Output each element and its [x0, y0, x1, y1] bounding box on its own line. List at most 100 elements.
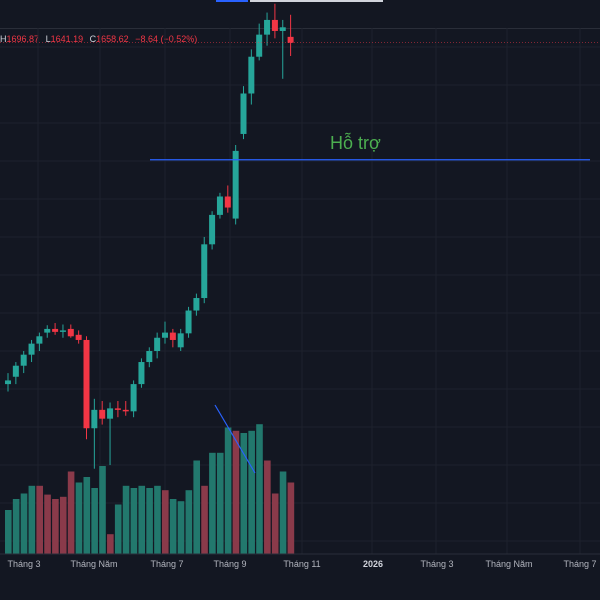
- volume-bar: [5, 510, 12, 554]
- volume-bars: [5, 424, 295, 554]
- ohlc-legend: H1696.87 L1641.19 C1658.62 −8.64 (−0.52%…: [0, 34, 201, 44]
- volume-bar: [271, 493, 279, 554]
- volume-bar: [122, 485, 130, 554]
- volume-bar: [44, 494, 51, 554]
- toolbar-tab-active[interactable]: [216, 0, 248, 2]
- candle-body: [107, 408, 114, 419]
- candle-body: [99, 409, 106, 419]
- candle-body: [287, 36, 294, 43]
- toolbar-search-field[interactable]: [250, 0, 383, 2]
- x-tick-label: Tháng 3: [420, 559, 453, 569]
- volume-bar: [287, 482, 295, 554]
- candle-body: [256, 34, 263, 57]
- candle-body: [130, 384, 137, 412]
- volume-bar: [232, 430, 240, 554]
- volume-bar: [279, 471, 287, 554]
- volume-bar: [224, 427, 232, 554]
- candle-body: [67, 328, 74, 337]
- volume-bar: [177, 501, 185, 554]
- candle-body: [201, 244, 208, 299]
- volume-bar: [107, 534, 114, 554]
- candle-body: [177, 333, 184, 348]
- candle-body: [169, 332, 176, 340]
- volume-bar: [209, 452, 216, 554]
- close-value: 1658.62: [96, 34, 129, 44]
- volume-bar: [240, 433, 248, 554]
- volume-bar: [59, 496, 67, 554]
- volume-bar: [130, 488, 138, 554]
- x-tick-label: Tháng 11: [283, 559, 320, 569]
- candle-body: [28, 343, 35, 355]
- candle-body: [5, 380, 11, 385]
- change-value: −8.64 (−0.52%): [135, 34, 198, 44]
- volume-trend-line: [214, 404, 256, 474]
- volume-bar: [162, 490, 169, 554]
- candle-body: [36, 336, 43, 344]
- close-label: C: [89, 34, 97, 44]
- candle-body: [209, 214, 216, 245]
- x-tick-label: Tháng 7: [563, 559, 596, 569]
- candle-body: [59, 330, 66, 332]
- volume-bar: [146, 488, 153, 554]
- volume-bar: [216, 452, 224, 554]
- grid-lines: [0, 28, 600, 554]
- x-tick-label: 2026: [363, 559, 383, 569]
- volume-bar: [169, 499, 177, 554]
- candle-body: [12, 365, 19, 377]
- high-label: H: [0, 34, 7, 44]
- candle-body: [52, 328, 59, 332]
- volume-bar: [36, 485, 43, 554]
- low-label: L: [45, 34, 51, 44]
- x-tick-label: Tháng 7: [150, 559, 183, 569]
- high-value: 1696.87: [6, 34, 40, 44]
- volume-bar: [201, 485, 208, 554]
- candle-body: [83, 339, 90, 429]
- candle-body: [114, 408, 121, 410]
- support-label: Hỗ trợ: [330, 132, 381, 153]
- volume-bar: [67, 471, 75, 554]
- x-tick-label: Tháng 3: [7, 559, 40, 569]
- volume-bar: [154, 485, 161, 554]
- volume-bar: [114, 504, 122, 554]
- x-tick-label: Tháng Năm: [70, 559, 117, 569]
- candle-body: [216, 196, 223, 215]
- top-toolbar: [0, 0, 600, 29]
- volume-bar: [264, 460, 271, 554]
- candlesticks: [5, 3, 294, 469]
- candle-body: [264, 19, 271, 35]
- volume-bar: [75, 482, 83, 554]
- candle-body: [224, 196, 231, 208]
- volume-bar: [83, 477, 91, 554]
- volume-bar: [91, 488, 98, 554]
- volume-bar: [20, 493, 28, 554]
- candle-body: [232, 150, 239, 219]
- volume-bar: [248, 430, 255, 554]
- low-value: 1641.19: [50, 34, 84, 44]
- candle-body: [193, 298, 200, 311]
- volume-bar: [185, 490, 193, 554]
- candle-body: [279, 27, 286, 31]
- volume-bar: [138, 485, 146, 554]
- volume-bar: [28, 485, 36, 554]
- candle-body: [122, 409, 129, 412]
- volume-bar: [99, 466, 106, 554]
- candle-body: [138, 362, 145, 385]
- candle-body: [240, 93, 247, 134]
- candle-body: [271, 19, 278, 31]
- candle-body: [185, 310, 192, 334]
- volume-bar: [12, 499, 20, 554]
- candle-body: [75, 334, 82, 340]
- volume-bar: [193, 460, 200, 554]
- candle-body: [162, 332, 168, 338]
- x-tick-label: Tháng 9: [213, 559, 246, 569]
- volume-bar: [52, 499, 59, 554]
- candle-body: [91, 409, 98, 429]
- candle-body: [154, 337, 161, 351]
- time-axis-labels: Tháng 3 Tháng Năm Tháng 7 Tháng 9 Tháng 11 20…: [7, 559, 596, 569]
- candle-body: [146, 350, 153, 363]
- volume-bar: [256, 424, 263, 554]
- x-tick-label: Tháng Năm: [485, 559, 532, 569]
- candle-body: [20, 354, 27, 366]
- candle-body: [44, 328, 51, 333]
